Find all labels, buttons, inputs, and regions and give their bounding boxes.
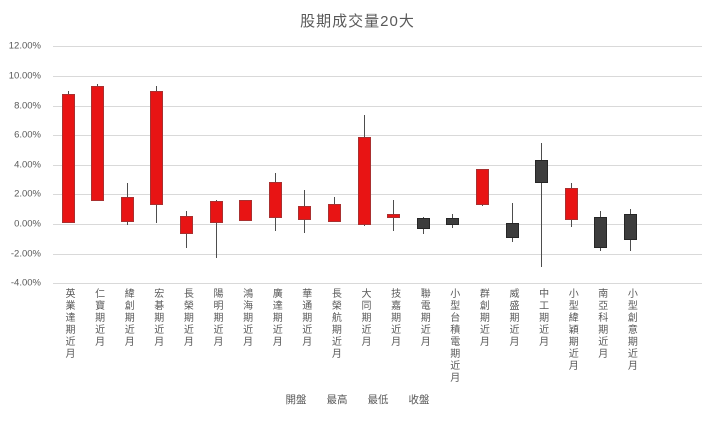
- y-axis-tick-label: 2.00%: [14, 188, 41, 200]
- gridline: [53, 76, 702, 77]
- x-axis-category-label: 陽明期近月: [211, 288, 222, 348]
- candle-body: [209, 201, 223, 223]
- candle-body: [387, 213, 401, 219]
- y-axis-tick-label: 12.00%: [8, 40, 41, 52]
- gridline: [53, 164, 702, 166]
- x-axis-category-label: 大同期近月: [359, 288, 370, 348]
- y-axis-tick-label: 4.00%: [14, 159, 41, 171]
- y-axis-tick-label: -4.00%: [10, 277, 41, 289]
- x-axis-category-label: 仁寶期近月: [92, 288, 104, 348]
- candle-body: [150, 90, 164, 205]
- candle-body: [564, 187, 578, 220]
- candle-wick: [541, 143, 543, 267]
- candle-body: [357, 136, 371, 226]
- chart-legend: 開盤 最高 最低 收盤: [0, 392, 715, 407]
- x-axis-category-label: 緯創期近月: [122, 288, 134, 348]
- y-axis-tick-label: 8.00%: [14, 100, 41, 112]
- x-axis-category-label: 技嘉期近月: [388, 288, 400, 348]
- gridline: [53, 253, 702, 255]
- legend-item: 最高: [326, 394, 348, 406]
- gridline: [53, 283, 702, 285]
- x-axis-category-label: 群創期近月: [477, 288, 489, 348]
- y-axis-tick-label: 6.00%: [14, 129, 41, 141]
- gridline: [53, 135, 702, 137]
- candle-wick: [215, 199, 217, 259]
- gridline: [53, 46, 702, 48]
- candle-body: [298, 206, 312, 221]
- x-axis-category-label: 鴻海期近月: [240, 288, 252, 348]
- candle-body: [623, 213, 637, 241]
- y-axis-tick-label: 0.00%: [14, 218, 41, 230]
- x-axis-category-label: 小型台積電期近月: [447, 288, 459, 384]
- candle-body: [475, 169, 489, 206]
- x-axis-category-label: 宏碁期近月: [151, 288, 163, 348]
- candle-body: [416, 218, 430, 230]
- x-axis-category-label: 英業達期近月: [63, 288, 74, 360]
- candle-body: [446, 218, 460, 225]
- legend-item: 最低: [367, 394, 389, 406]
- x-axis-category-label: 南亞科期近月: [595, 288, 607, 360]
- candle-body: [505, 223, 519, 239]
- x-axis-category-label: 小型緯穎期近月: [566, 288, 578, 372]
- gridline: [53, 224, 702, 225]
- legend-item: 收盤: [408, 394, 430, 406]
- candle-body: [594, 217, 608, 249]
- x-axis-category-label: 廣達期近月: [270, 288, 282, 348]
- candle-body: [61, 93, 75, 223]
- gridline: [53, 194, 702, 196]
- x-axis-category-label: 長榮期近月: [181, 288, 193, 348]
- candle-body: [535, 160, 549, 183]
- gridline: [53, 105, 702, 107]
- x-axis-category-label: 長榮航期近月: [329, 288, 341, 360]
- candle-wick: [511, 203, 513, 243]
- candle-body: [327, 204, 341, 222]
- candle-body: [91, 86, 105, 202]
- y-axis-tick-label: -2.00%: [10, 248, 41, 260]
- y-axis-tick-label: 10.00%: [8, 70, 41, 82]
- chart-title: 股期成交量20大: [300, 13, 415, 30]
- legend-item: 開盤: [285, 394, 307, 406]
- candle-body: [268, 181, 282, 219]
- x-axis-category-label: 小型創意期近月: [625, 288, 637, 372]
- x-axis-category-label: 華通期近月: [299, 288, 311, 348]
- candle-body: [239, 200, 253, 222]
- candle-body: [120, 197, 134, 222]
- x-axis-category-label: 中工期近月: [536, 288, 548, 348]
- candle-body: [179, 215, 193, 235]
- x-axis-category-label: 聯電期近月: [418, 288, 430, 348]
- x-axis-category-label: 威盛期近月: [507, 288, 518, 348]
